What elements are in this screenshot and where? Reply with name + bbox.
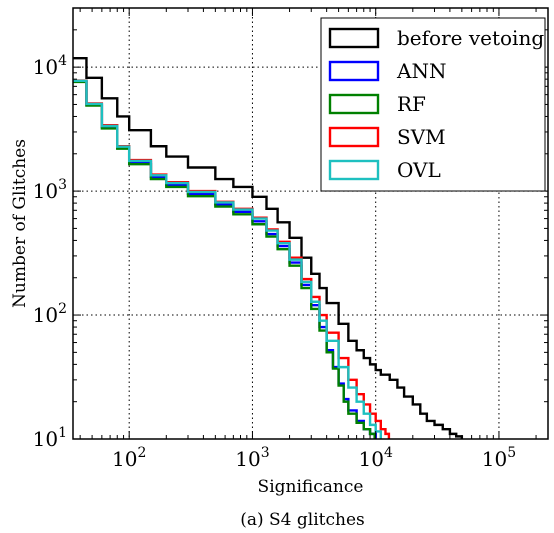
legend-label: before vetoing xyxy=(397,26,544,50)
figure-caption: (a) S4 glitches xyxy=(240,510,365,530)
legend-swatch xyxy=(328,126,380,148)
x-tick-label: 105 xyxy=(482,445,516,471)
y-tick-labels: 101 102 103 104 xyxy=(33,53,67,451)
y-tick-label: 103 xyxy=(33,177,67,203)
x-tick-label: 103 xyxy=(235,445,269,471)
legend-swatch xyxy=(328,27,380,49)
legend-swatch xyxy=(328,159,380,181)
legend-label: OVL xyxy=(397,158,441,182)
legend-label: RF xyxy=(397,92,426,116)
legend-swatch xyxy=(328,93,380,115)
y-tick-label: 101 xyxy=(33,425,67,451)
legend-label: SVM xyxy=(397,125,446,149)
series-line-ovl xyxy=(73,79,382,439)
series-layer xyxy=(73,57,464,439)
x-tick-label: 104 xyxy=(359,445,393,471)
y-tick-label: 104 xyxy=(33,53,67,79)
x-tick-labels: 102 103 104 105 xyxy=(112,445,516,471)
legend-swatch xyxy=(328,60,380,82)
series-line-before-vetoing xyxy=(73,57,464,439)
y-axis-label: Number of Glitches xyxy=(10,139,30,308)
legend-label: ANN xyxy=(396,59,446,83)
plot-frame xyxy=(72,7,549,440)
legend: before vetoing ANN RF SVM OVL xyxy=(320,17,546,192)
x-tick-label: 102 xyxy=(112,445,146,471)
x-axis-label: Significance xyxy=(258,477,364,497)
y-tick-label: 102 xyxy=(33,301,67,327)
